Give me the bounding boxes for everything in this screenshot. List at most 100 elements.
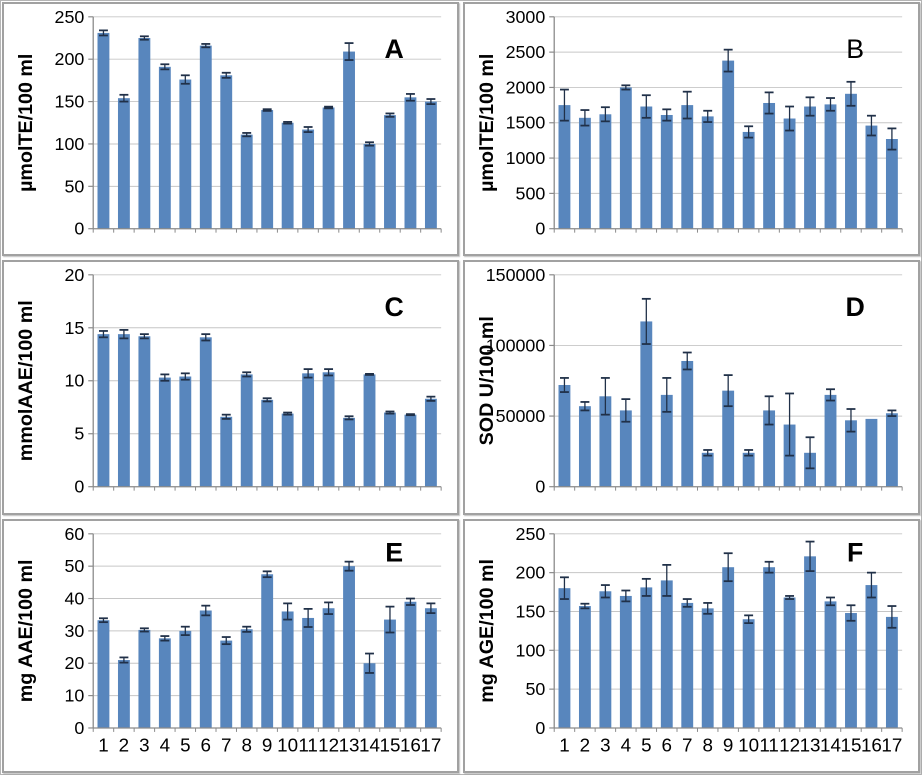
y-tick-label: 250 (55, 7, 85, 27)
y-tick-label: 50 (64, 556, 84, 576)
panel-A: 0 50 100 150 200 250 µmolTE/100 ml A (2, 2, 459, 257)
bar (763, 566, 776, 728)
bar (660, 114, 673, 229)
bar (158, 637, 171, 728)
bar (240, 134, 253, 229)
y-axis-title: mg AAE/100 ml (15, 559, 37, 702)
bar (138, 38, 151, 229)
bar (558, 105, 571, 229)
bar (117, 334, 130, 488)
bar (742, 618, 755, 728)
y-tick-label: 150 (55, 92, 85, 112)
bar (660, 580, 673, 728)
bar (138, 336, 151, 488)
bar (578, 117, 591, 229)
bar-chart-B: 0 500 1000 1500 2000 2500 3000 µmolTE/100 ml B (476, 7, 903, 239)
y-tick-label: 40 (64, 588, 84, 608)
x-tick-label: 9 (262, 734, 272, 755)
y-tick-label: 10 (64, 685, 84, 705)
bar (619, 410, 632, 488)
bar (865, 419, 878, 488)
bar (640, 106, 653, 229)
y-tick-label: 0 (535, 718, 545, 738)
bar (322, 607, 335, 728)
y-tick-label: 1500 (506, 113, 546, 133)
panel-letter: A (385, 34, 404, 64)
y-axis-title: µmolTE/100 ml (476, 54, 498, 192)
x-tick-label: 3 (139, 734, 149, 755)
panel-letter: B (846, 34, 864, 64)
y-axis-title: mg AGE/100 ml (476, 559, 498, 703)
bar (865, 125, 878, 229)
y-tick-label: 50 (525, 679, 545, 699)
x-tick-label: 3 (600, 734, 610, 755)
bar (619, 87, 632, 229)
panel-letter: D (846, 293, 865, 323)
x-tick-label: 8 (702, 734, 712, 755)
x-tick-label: 12 (318, 734, 339, 755)
bar (322, 107, 335, 229)
bar (701, 116, 714, 229)
x-tick-label: 14 (359, 734, 380, 755)
bar (97, 619, 110, 728)
bar (701, 453, 714, 488)
x-tick-label: 1 (559, 734, 569, 755)
bar (343, 418, 355, 488)
bar (240, 374, 253, 488)
bar (220, 417, 233, 488)
bar (783, 118, 796, 229)
bar (404, 601, 417, 728)
bar (599, 396, 612, 488)
bar (363, 374, 376, 488)
bar (384, 412, 396, 488)
bar (343, 565, 355, 728)
panel-letter: F (847, 537, 863, 567)
bar (763, 410, 776, 488)
panel-F: 0 50 100 150 200 250 1 2 3 4 5 6 7 8 9 10 11 12 13 14 15 16 17… (463, 518, 920, 773)
bar (619, 595, 632, 728)
y-tick-label: 100 (55, 134, 85, 154)
y-tick-label: 60 (64, 523, 84, 543)
bar (343, 51, 355, 229)
y-tick-label: 2000 (506, 77, 546, 97)
bar (199, 337, 212, 488)
y-tick-label: 0 (74, 219, 84, 239)
bar (804, 555, 816, 728)
x-tick-label: 14 (820, 734, 841, 755)
bar (199, 610, 212, 728)
panel-letter: C (385, 293, 404, 323)
bar (763, 102, 776, 229)
y-tick-label: 150000 (486, 265, 546, 285)
bar (640, 321, 653, 488)
bar (681, 105, 694, 229)
bar (865, 584, 878, 728)
panel-E: 0 10 20 30 40 50 60 1 2 3 4 5 6 7 8 9 10 11 12 13 14 15 16 17 mg… (2, 518, 459, 773)
bar (640, 587, 653, 728)
bar (424, 399, 437, 488)
bar (885, 616, 898, 728)
bar (97, 32, 110, 229)
bar (885, 413, 898, 488)
bar (424, 607, 437, 728)
x-tick-label: 5 (180, 734, 190, 755)
bar (701, 608, 714, 728)
y-tick-label: 200 (516, 562, 546, 582)
bar (783, 597, 796, 728)
bar (681, 602, 694, 728)
x-tick-label: 15 (380, 734, 401, 755)
y-tick-label: 0 (74, 718, 84, 738)
y-tick-label: 2500 (506, 42, 546, 62)
bar (804, 106, 816, 229)
bar (824, 601, 837, 728)
bar (117, 98, 130, 229)
y-tick-label: 5 (74, 424, 84, 444)
bar (322, 372, 335, 488)
bar (804, 453, 816, 488)
bar (363, 143, 376, 229)
bar (117, 659, 130, 728)
bar (845, 420, 857, 488)
y-tick-label: 500 (516, 183, 546, 203)
panel-D: 0 50000 100000 150000 SOD U/100 ml D (463, 260, 920, 515)
